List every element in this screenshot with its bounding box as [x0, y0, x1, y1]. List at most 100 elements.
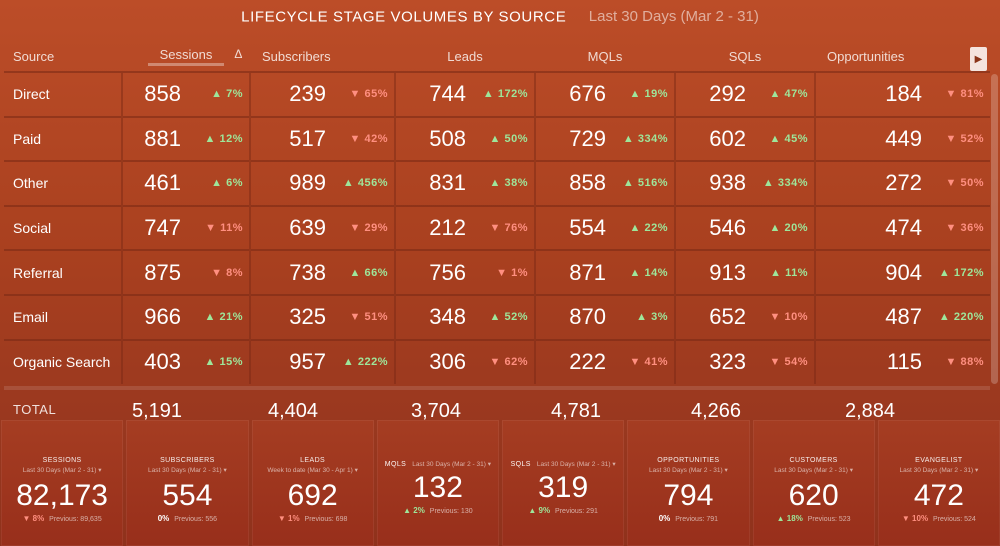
column-header-mqls[interactable]: MQLs [587, 49, 623, 64]
arrow-up-icon: ▲ [622, 132, 638, 145]
change-indicator: ▼ 10% [746, 311, 808, 323]
kpi-previous: Previous: 291 [555, 508, 598, 515]
kpi-date-range[interactable]: Week to date (Mar 30 - Apr 1) ▾ [252, 466, 374, 474]
change-indicator: ▼ 29% [326, 222, 388, 234]
cell-leads: 756 ▼ 1% [394, 249, 535, 295]
cell-opportunities: 474 ▼ 36% [814, 204, 990, 251]
chevron-down-icon[interactable]: ▾ [485, 461, 491, 468]
scroll-right-button[interactable]: ▶ [970, 47, 987, 71]
change-indicator: ▼ 62% [466, 356, 528, 368]
kpi-footer: ▲ 9% Previous: 291 [502, 506, 624, 515]
metric-value: 292 [709, 81, 746, 107]
kpi-change-percent: 9% [538, 506, 551, 515]
arrow-up-icon: ▲ [489, 132, 505, 145]
kpi-card-row: SESSIONS Last 30 Days (Mar 2 - 31) ▾ 82,… [0, 420, 1000, 546]
arrow-up-icon: ▲ [349, 266, 365, 279]
kpi-card-sqls[interactable]: SQLS Last 30 Days (Mar 2 - 31) ▾ 319 ▲ 9%… [502, 420, 625, 546]
change-percent: 76% [504, 222, 528, 235]
change-indicator: ▲ 6% [181, 177, 243, 189]
column-header-sessions[interactable]: Sessions Δ [122, 42, 250, 72]
kpi-change-percent: 10% [912, 514, 929, 523]
kpi-title: OPPORTUNITIES [657, 457, 720, 464]
arrow-down-icon: ▼ [945, 356, 961, 369]
kpi-previous: Previous: 791 [675, 516, 719, 523]
chevron-down-icon[interactable]: ▾ [722, 467, 728, 474]
kpi-card-mqls[interactable]: MQLS Last 30 Days (Mar 2 - 31) ▾ 132 ▲ 2%… [376, 420, 499, 546]
arrow-down-icon: ▼ [349, 132, 365, 145]
chevron-down-icon[interactable]: ▾ [352, 467, 358, 474]
date-range-label[interactable]: Last 30 Days (Mar 2 - 31) [588, 8, 759, 26]
chevron-down-icon[interactable]: ▾ [973, 467, 979, 474]
arrow-up-icon: ▲ [204, 311, 220, 324]
chevron-down-icon[interactable]: ▾ [610, 461, 616, 468]
chevron-down-icon[interactable]: ▾ [847, 467, 854, 474]
metric-value: 744 [429, 81, 466, 107]
kpi-title: MQLS [384, 461, 407, 468]
cell-subscribers: 517 ▼ 42% [249, 115, 395, 162]
arrow-down-icon: ▼ [945, 177, 961, 190]
metric-value: 474 [885, 215, 922, 241]
chevron-down-icon[interactable]: ▾ [221, 467, 227, 474]
kpi-title: SQLS [510, 461, 531, 468]
kpi-date-range[interactable]: Last 30 Days (Mar 2 - 31) ▾ [1, 466, 123, 474]
sort-delta-icon[interactable]: Δ [234, 47, 243, 61]
arrow-down-icon: ▼ [769, 356, 785, 369]
change-indicator: ▲ 222% [326, 356, 388, 368]
kpi-footer: ▼ 10% Previous: 524 [878, 514, 1000, 523]
cell-sessions: 858 ▲ 7% [121, 71, 250, 117]
change-percent: 47% [784, 88, 808, 101]
kpi-change: ▼ 8% [23, 514, 45, 523]
cell-sqls: 546 ▲ 20% [674, 204, 815, 251]
kpi-card-customers[interactable]: CUSTOMERS Last 30 Days (Mar 2 - 31) ▾ 62… [752, 420, 875, 546]
cell-sqls: 602 ▲ 45% [674, 115, 815, 162]
kpi-date-range[interactable]: Last 30 Days (Mar 2 - 31) ▾ [627, 466, 749, 474]
metric-value: 348 [429, 304, 466, 330]
cell-mqls: 858 ▲ 516% [534, 160, 675, 206]
column-header-opportunities[interactable]: Opportunities [827, 49, 905, 64]
cell-mqls: 729 ▲ 334% [534, 115, 675, 162]
column-header-subscribers[interactable]: Subscribers [262, 49, 331, 64]
change-indicator: ▼ 88% [922, 356, 984, 368]
kpi-value: 82,173 [16, 479, 108, 512]
arrow-down-icon: ▼ [496, 266, 512, 279]
kpi-value: 472 [913, 479, 964, 512]
column-header-sqls[interactable]: SQLs [728, 49, 762, 64]
kpi-card-leads[interactable]: LEADS Week to date (Mar 30 - Apr 1) ▾ 69… [251, 420, 374, 546]
change-indicator: ▲ 15% [181, 356, 243, 368]
kpi-date-range[interactable]: Last 30 Days (Mar 2 - 31) ▾ [753, 466, 875, 474]
vertical-scrollbar[interactable] [991, 74, 998, 384]
column-header-leads[interactable]: Leads [447, 49, 483, 64]
kpi-footer: ▼ 1% Previous: 698 [252, 514, 374, 523]
kpi-header: SQLS Last 30 Days (Mar 2 - 31) ▾ [502, 460, 624, 468]
kpi-date-range[interactable]: Last 30 Days (Mar 2 - 31) [412, 461, 486, 468]
change-percent: 7% [226, 88, 243, 101]
kpi-date-range[interactable]: Last 30 Days (Mar 2 - 31) ▾ [878, 466, 1000, 474]
change-percent: 3% [651, 311, 668, 324]
kpi-card-evangelist[interactable]: EVANGELIST Last 30 Days (Mar 2 - 31) ▾ 4… [877, 420, 1000, 546]
metric-value: 913 [709, 259, 746, 285]
chevron-down-icon[interactable]: ▾ [96, 467, 102, 474]
arrow-up-icon: ▲ [342, 177, 358, 190]
metric-value: 306 [429, 349, 466, 375]
metric-value: 904 [885, 259, 922, 285]
kpi-date-range[interactable]: Last 30 Days (Mar 2 - 31) [536, 461, 611, 468]
change-indicator: ▲ 172% [466, 88, 528, 100]
kpi-card-subscribers[interactable]: SUBSCRIBERS Last 30 Days (Mar 2 - 31) ▾ … [126, 420, 249, 546]
kpi-previous: Previous: 524 [933, 516, 976, 523]
kpi-card-sessions[interactable]: SESSIONS Last 30 Days (Mar 2 - 31) ▾ 82,… [1, 420, 124, 546]
arrow-up-icon: ▲ [636, 311, 652, 324]
kpi-footer: ▼ 8% Previous: 89,635 [1, 514, 123, 523]
cell-sessions: 461 ▲ 6% [121, 160, 250, 206]
kpi-title: EVANGELIST [915, 457, 963, 464]
change-indicator: ▲ 12% [181, 133, 243, 145]
kpi-title: SESSIONS [42, 457, 82, 464]
kpi-previous: Previous: 89,635 [49, 516, 102, 523]
metric-value: 729 [569, 125, 606, 151]
metric-value: 403 [144, 349, 181, 375]
table-row: Organic Search 403 ▲ 15% 957 ▲ 222% 306 ▼ 62% 2… [4, 338, 990, 385]
kpi-card-opportunities[interactable]: OPPORTUNITIES Last 30 Days (Mar 2 - 31) … [627, 420, 750, 546]
kpi-date-range[interactable]: Last 30 Days (Mar 2 - 31) ▾ [126, 466, 248, 474]
metric-value: 858 [569, 170, 606, 196]
column-header-source[interactable]: Source [13, 49, 55, 64]
table-row: Other 461 ▲ 6% 989 ▲ 456% 831 ▲ 38% 858 ▲ 516% 93… [4, 160, 990, 206]
